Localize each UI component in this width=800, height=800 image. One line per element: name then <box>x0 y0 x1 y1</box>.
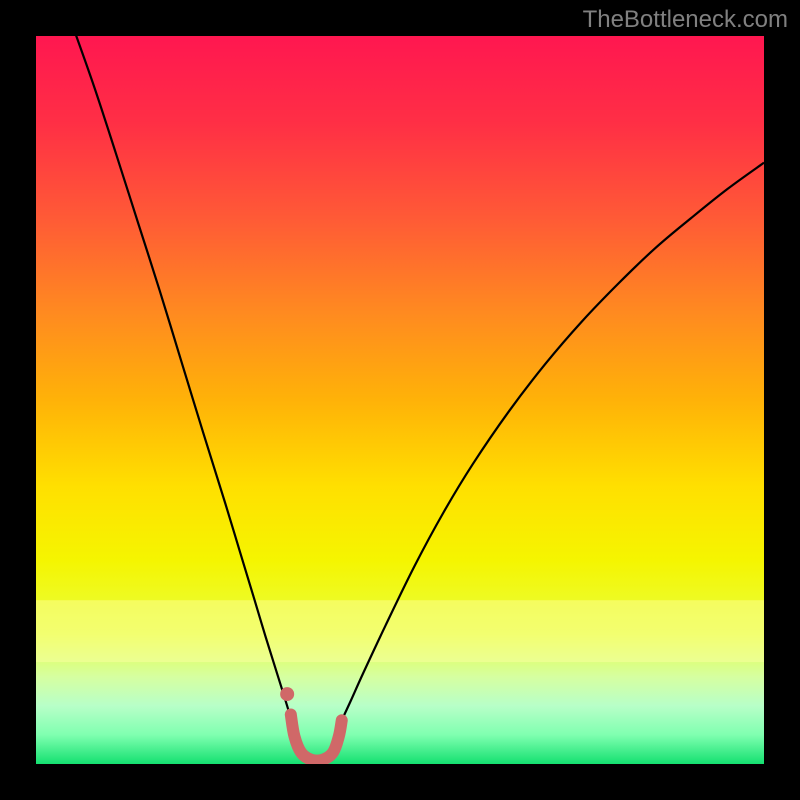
optimum-marker-dot <box>280 687 294 701</box>
highlight-band <box>36 600 764 662</box>
watermark-label: TheBottleneck.com <box>583 6 788 34</box>
chart-canvas <box>0 0 800 800</box>
